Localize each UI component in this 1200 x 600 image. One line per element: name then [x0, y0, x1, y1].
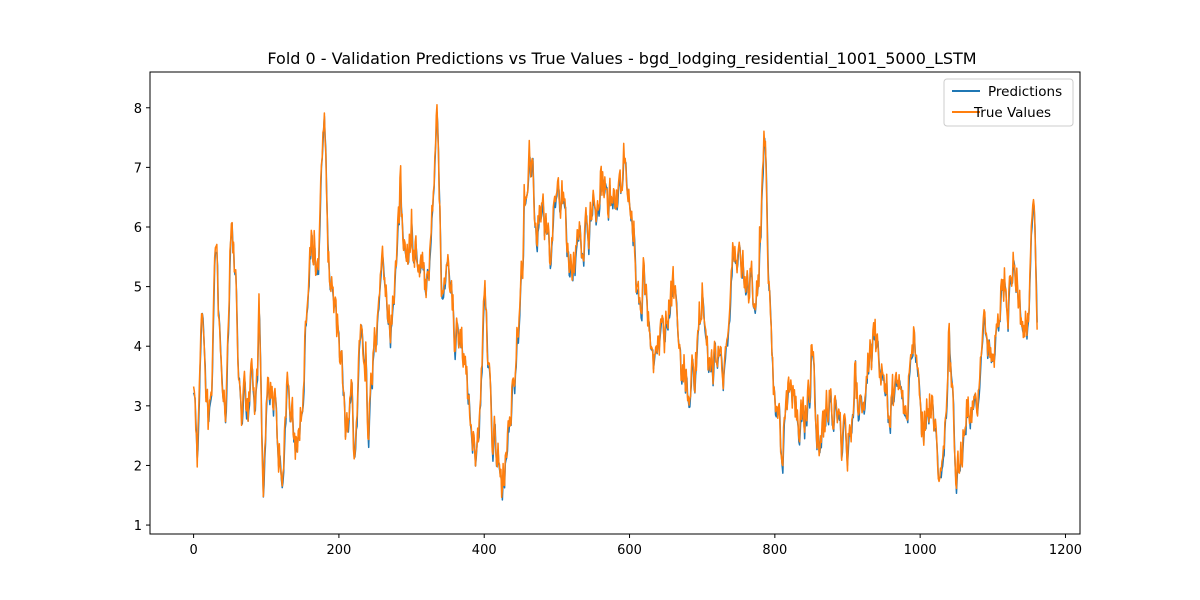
x-tick-label: 200 — [326, 543, 351, 558]
y-tick-label: 1 — [134, 519, 142, 534]
plot-frame — [149, 71, 1081, 535]
y-tick-label: 8 — [134, 102, 142, 117]
x-tick-label: 800 — [762, 543, 787, 558]
y-tick-label: 7 — [134, 161, 142, 176]
x-tick-label: 400 — [472, 543, 497, 558]
x-tick-label: 1200 — [1049, 543, 1082, 558]
x-tick-label: 1000 — [904, 543, 937, 558]
legend-label-predictions: Predictions — [988, 84, 1062, 100]
chart-title: Fold 0 - Validation Predictions vs True … — [267, 49, 976, 69]
y-tick-label: 2 — [134, 459, 142, 474]
x-axis: 0 200 400 600 800 1000 1200 — [189, 534, 1082, 558]
x-tick-label: 0 — [189, 543, 197, 558]
legend: Predictions True Values — [943, 78, 1074, 127]
series-line-true-values — [192, 103, 1038, 499]
y-tick-label: 3 — [134, 400, 142, 415]
y-tick-label: 6 — [134, 221, 142, 236]
y-tick-label: 5 — [134, 281, 142, 296]
legend-label-true-values: True Values — [973, 105, 1051, 121]
y-tick-label: 4 — [134, 340, 142, 355]
y-axis: 1 2 3 4 5 6 7 8 — [134, 102, 150, 534]
series-layer — [192, 103, 1038, 501]
x-tick-label: 600 — [617, 543, 642, 558]
